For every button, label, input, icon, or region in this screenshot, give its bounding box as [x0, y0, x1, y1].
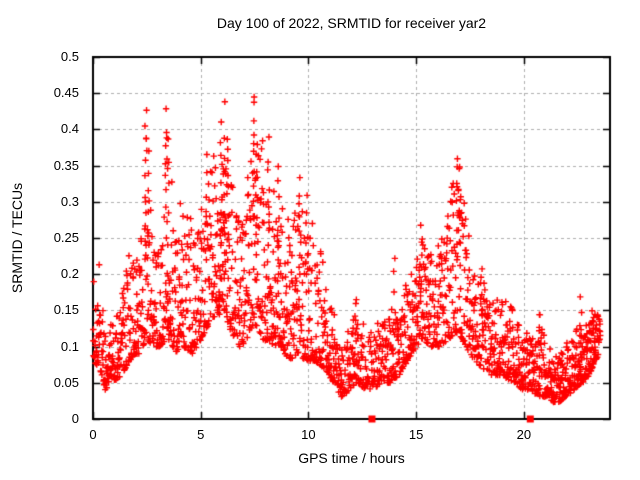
- y-tick-label: 0.05: [53, 374, 79, 390]
- y-tick-label: 0: [71, 411, 79, 426]
- y-tick-label: 0.5: [60, 49, 79, 64]
- y-tick-label: 0.2: [60, 266, 79, 282]
- y-tick-label: 0.45: [53, 85, 79, 101]
- y-tick-label: 0.4: [60, 121, 79, 137]
- x-axis-label: GPS time / hours: [298, 450, 405, 466]
- chart-title: Day 100 of 2022, SRMTID for receiver yar…: [216, 15, 487, 31]
- x-tick-label: 5: [197, 427, 205, 442]
- y-tick-label: 0.15: [53, 302, 79, 318]
- y-tick-label: 0.1: [60, 338, 79, 354]
- y-tick-label: 0.35: [53, 157, 79, 173]
- y-tick-label: 0.3: [60, 193, 79, 209]
- y-tick-label: 0.25: [53, 230, 79, 245]
- x-tick-label: 20: [516, 427, 532, 442]
- x-tick-label: 0: [89, 427, 97, 442]
- x-tick-label: 15: [408, 427, 424, 442]
- x-tick-label: 10: [301, 427, 316, 442]
